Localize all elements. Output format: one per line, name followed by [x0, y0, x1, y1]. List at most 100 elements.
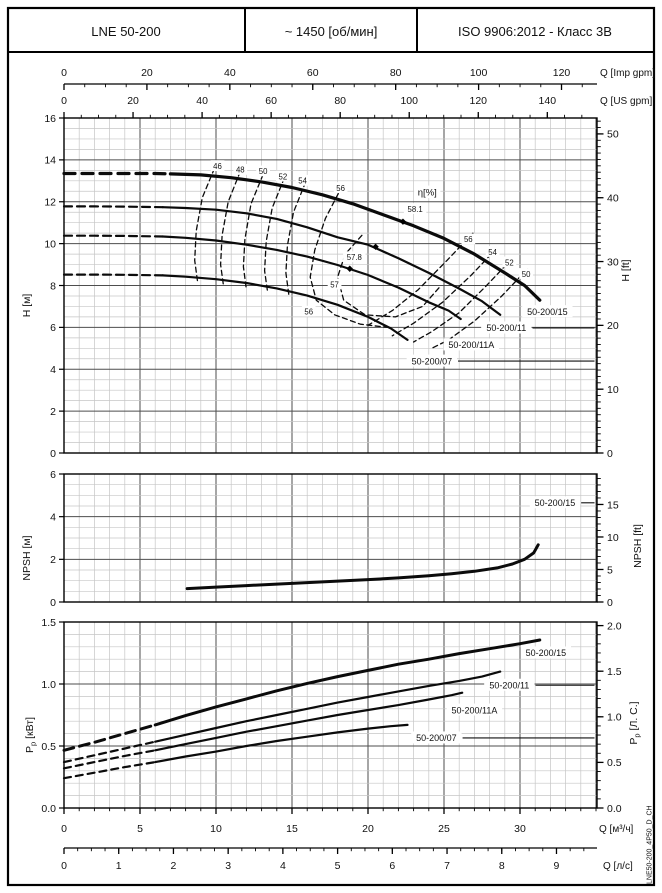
curve-dashed-segment: [62, 760, 157, 780]
curve-50-200-11: [62, 205, 502, 316]
efficiency-label: 46: [213, 162, 222, 171]
curve-solid-segment: [185, 543, 540, 591]
label-bg: [327, 278, 342, 290]
imp-gpm-axis: 0 20 40 60 80 100 120 Q [Imp gpm]: [61, 67, 655, 90]
efficiency-label: 48: [236, 166, 245, 175]
us-gpm-axis: 0 20 40 60 80 100 120 140 Q [US gpm]: [61, 95, 652, 118]
efficiency-contour-52: [412, 257, 514, 343]
flow-tick-label: 120: [553, 67, 571, 79]
flow-tick-label: 80: [334, 95, 346, 107]
efficiency-label: 57: [330, 280, 339, 289]
bep-marker: [372, 243, 379, 250]
efficiency-label: 52: [505, 258, 514, 267]
label-bg: [276, 170, 290, 182]
curve-label: 50-200/11: [489, 680, 529, 690]
curve-solid-segment: [154, 670, 502, 743]
y-axis-tick-label: 2: [50, 406, 56, 418]
right-axis-tick-label: 15: [607, 499, 619, 511]
efficiency-contour-48: [219, 170, 241, 288]
efficiency-contour-56: [367, 232, 474, 326]
flow-tick-label: 5: [335, 860, 341, 872]
ls-axis: 0 1 2 3 4 5 6 7 8 9 Q [л/с]: [61, 847, 633, 872]
y-axis-tick-label: 10: [44, 238, 56, 250]
flow-tick-label: 60: [265, 95, 277, 107]
label-bg: [443, 338, 500, 351]
curve-50-200-11A: [62, 691, 464, 770]
flow-axis-title: Q [US gpm]: [600, 96, 652, 107]
flow-tick-label: 100: [470, 67, 488, 79]
label-bg: [502, 256, 517, 268]
flow-tick-label: 40: [196, 95, 208, 107]
label-bg: [295, 174, 310, 186]
flow-tick-label: 4: [280, 860, 286, 872]
label-bg: [529, 496, 581, 509]
curve-dashed-segment: [62, 749, 157, 770]
plot-frame: [63, 621, 598, 809]
y-axis-title: NPSH [м]: [21, 535, 33, 580]
curve-label: 50-200/07: [416, 733, 457, 743]
efficiency-label: 56: [304, 307, 313, 316]
efficiency-contour-54: [391, 247, 498, 337]
label-bg: [343, 251, 366, 263]
page-border: [6, 6, 656, 887]
y-axis-tick-label: 2: [50, 554, 56, 566]
efficiency-contour-52: [263, 177, 286, 294]
efficiency-label: 54: [488, 248, 497, 257]
label-bg: [333, 182, 348, 194]
flow-tick-label: 5: [137, 823, 143, 835]
right-y-axis-title: H [ft]: [620, 259, 632, 281]
curve-label: 50-200/15: [527, 307, 568, 317]
right-axis-tick-label: 20: [607, 320, 619, 332]
plot-frame: [63, 473, 598, 603]
y-axis-tick-label: 0: [50, 597, 56, 609]
label-bg: [520, 646, 572, 659]
flow-tick-label: 120: [470, 95, 488, 107]
y-axis-tick-label: 16: [44, 113, 56, 125]
y-axis-tick-label: 4: [50, 364, 56, 376]
curve-dashed-segment: [62, 205, 164, 209]
efficiency-label: 54: [298, 177, 307, 186]
curve-50-200-11: [62, 670, 502, 764]
y-axis-tick-label: 0.0: [41, 803, 56, 815]
flow-tick-label: 30: [514, 823, 526, 835]
efficiency-contour-56: [309, 185, 389, 329]
label-bg: [403, 203, 427, 214]
efficiency-label: 52: [279, 172, 288, 181]
flow-tick-label: 1: [116, 860, 122, 872]
y-axis-tick-label: 0: [50, 448, 56, 460]
right-axis-tick-label: 0: [607, 597, 613, 609]
flow-axis-title: Q [л/с]: [603, 861, 633, 872]
efficiency-label: 56: [464, 235, 473, 244]
efficiency-label: 50: [259, 167, 268, 176]
curve-solid-segment: [154, 691, 464, 752]
npsh-flow-chart: 0 2 4 6 0 5 10 15 50-200/15 NPSH [м] NPSH [ft]: [21, 469, 644, 609]
curve-label: 50-200/15: [526, 648, 567, 658]
curve-dashed-segment: [62, 740, 157, 764]
label-bg: [256, 165, 270, 177]
label-bg: [461, 233, 476, 245]
pump-speed: ~ 1450 [об/мин]: [285, 24, 378, 39]
curve-solid-segment: [168, 172, 542, 302]
flow-tick-label: 8: [499, 860, 505, 872]
flow-tick-label: 20: [127, 95, 139, 107]
label-bg: [485, 246, 500, 257]
flow-tick-label: 2: [171, 860, 177, 872]
curve-50-200-15: [62, 171, 542, 302]
right-axis-tick-label: 10: [607, 384, 619, 396]
label-bg: [406, 354, 458, 367]
efficiency-contour-46: [194, 167, 216, 285]
curve-solid-segment: [161, 206, 502, 316]
label-bg: [411, 731, 462, 744]
curve-label: 50-200/11: [486, 323, 526, 333]
test-standard: ISO 9906:2012 - Класс 3В: [458, 24, 612, 39]
label-bg: [522, 305, 573, 318]
right-axis-tick-label: 30: [607, 256, 619, 268]
y-axis-tick-label: 6: [50, 322, 56, 334]
curve-50-200-07: [62, 273, 409, 341]
flow-tick-label: 140: [539, 95, 557, 107]
curve-label: 50-200/11A: [448, 340, 494, 350]
flow-tick-label: 0: [61, 95, 67, 107]
right-axis-tick-label: 40: [607, 193, 619, 205]
